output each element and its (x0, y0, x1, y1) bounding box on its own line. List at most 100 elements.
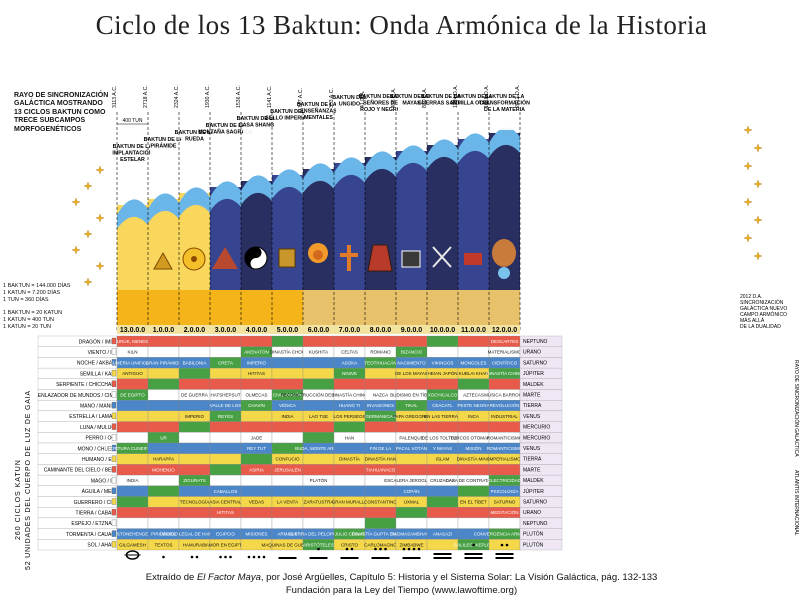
maya-numeral (278, 557, 297, 559)
table-cell: HAN (345, 435, 355, 440)
table-cell-bg (209, 432, 242, 444)
planet-name: MARTE (523, 393, 541, 399)
table-row: TIERRA / CABAN HITITAS MEDITACIÓN URANO (37, 507, 563, 519)
table-cell: EN LAS TIERRAS (424, 414, 461, 419)
table-cell-bg (147, 442, 180, 454)
ground-band (396, 290, 427, 328)
baktun-date-label: 1618 D.A. (484, 85, 490, 108)
table-cell: SATURNO (494, 500, 516, 505)
table-cell: HAMURABI (183, 542, 207, 547)
table-cell-bg (178, 421, 211, 433)
baktun-name: BAKTUN DEL UNGIDO (332, 95, 367, 107)
baktun-column-13 (489, 127, 520, 328)
label-box (305, 98, 332, 138)
baktun-column-8 (334, 157, 365, 328)
left-vertical-label-2: 52 UNIDADES DEL CUERPO DE LUZ DE GAIA (25, 390, 32, 570)
seal-color-marker (111, 455, 117, 462)
table-cell-bg (302, 507, 335, 519)
table-cell-bg (271, 507, 304, 519)
maya-numeral (495, 543, 514, 559)
ground-band (148, 290, 179, 328)
table-cell: HARAPPA (153, 457, 174, 462)
table-cell-bg (457, 378, 490, 390)
planet-name: NEPTUNO (523, 339, 548, 345)
hidden-seed-icon (464, 253, 482, 265)
seal-name: GUERRERO / CIB (74, 500, 116, 506)
table-cell: VALLE DE LOS (210, 403, 241, 408)
table-row: HUMANO / EB HARAPPA CONFUCIO DINASTÍA DINAST… (37, 453, 563, 465)
table-cell: VIKINGOS (432, 360, 454, 365)
table-cell-bg (178, 453, 211, 465)
baktun-label-9: BAKTUN DE LOS SEÑORES DE ROJO Y NEGRO (359, 90, 403, 130)
maya-numeral (309, 547, 328, 559)
table-cell-bg (364, 378, 397, 390)
numeral-dot (195, 555, 199, 559)
crossed-swords-icon (432, 246, 452, 268)
table-cell: TEXTOS (155, 542, 173, 547)
table-cell-bg (147, 389, 180, 401)
star-icon (743, 161, 753, 171)
table-cell: DINASTÍA (339, 456, 360, 462)
baktun-name: BAKTUN DE LA SEMILLA OCULTA (451, 94, 497, 106)
baktun-label-10: BAKTUN DE LOS MAYAS (390, 90, 434, 130)
table-cell: UR (160, 435, 167, 440)
table-cell-bg (240, 378, 273, 390)
table-cell-bg (364, 367, 397, 379)
table-cell: HITITAS (217, 510, 234, 515)
left-vertical-label-1: 260 CICLOS KATUN (15, 459, 22, 540)
table-cell-bg (116, 378, 149, 390)
table-cell: CONSTANTINO (364, 500, 397, 505)
baktun-date-label: 3113 A.C. (112, 86, 118, 108)
numeral-bar (278, 557, 297, 559)
table-cell-bg (271, 485, 304, 497)
table-row: MAGO / IX INDIA ZIGURATS PLATÓN ESCALERA JER… (37, 474, 563, 486)
table-row: ENLAZADOR DE MUNDOS / CIMI DE EGIPTO DE GU… (38, 389, 563, 401)
table-cell-bg (240, 474, 273, 486)
final-note: 2012 D.A. SINCRONIZACIÓN GALÁCTICA NUEVO CA… (740, 294, 787, 330)
seal-name: DRAGÓN / IMIX (79, 338, 116, 345)
baktun-date-label: 2324 A.C. (174, 85, 180, 108)
wave-crest (489, 127, 520, 157)
baktun-date-label: 435 D.A. (391, 88, 397, 108)
baktun-label-2: BAKTUN DE LA PIRÁMIDE (144, 133, 184, 173)
table-cell: COPÁN (403, 488, 419, 494)
baktun-column-9 (365, 151, 396, 328)
table-cell-bg (333, 485, 366, 497)
wheel-hub-icon (191, 256, 197, 262)
table-cell: CARLOMAGNO (364, 542, 397, 547)
table-cell-bg (209, 474, 242, 486)
ground-band (427, 290, 458, 328)
maya-numeral (219, 555, 232, 559)
table-cell-bg (271, 357, 304, 369)
table-cell-bg (457, 485, 490, 497)
planet-name: PLUTÓN (523, 541, 544, 548)
table-cell-bg (364, 507, 397, 519)
star-icon (83, 277, 93, 287)
numeral-dot (402, 547, 406, 551)
baktun-label-13: BAKTUN DE LA TRANSFORMACIÓN DE LA MATERIA (479, 90, 530, 130)
count-cell-bg (272, 325, 303, 334)
count-cell-bg (241, 325, 272, 334)
table-cell: AZTECAS (463, 393, 484, 398)
table-cell: KUSHITA (309, 350, 328, 355)
count-cell-bg (365, 325, 396, 334)
ground-band (117, 290, 148, 328)
table-cell-bg (116, 517, 149, 529)
right-vertical-label-1: RAYO DE SINCRONIZACIÓN GALÁCTICA (793, 360, 800, 457)
numeral-bar (433, 553, 452, 555)
table-cell: HEIAN JAPÓN (427, 370, 457, 376)
table-cell-bg (147, 507, 180, 519)
seal-name: ÁGUILA / MEN (82, 488, 116, 495)
mushroom-cloud-icon (492, 239, 516, 267)
table-cell-bg (426, 485, 459, 497)
table-cell-bg (426, 421, 459, 433)
table-row: ESPEJO / ETZNAB NEPTUNO (37, 517, 563, 529)
seal-name: NOCHE / AKBAL (77, 361, 115, 367)
baktun-label-3: BAKTUN DE LA RUEDA (175, 126, 215, 166)
table-cell: CÓDIGO LEGAL DE HAMMURABI (159, 531, 229, 537)
table-cell: CONFUCIO (276, 457, 300, 462)
temple-icon (367, 244, 393, 272)
wave-crest (365, 151, 396, 181)
